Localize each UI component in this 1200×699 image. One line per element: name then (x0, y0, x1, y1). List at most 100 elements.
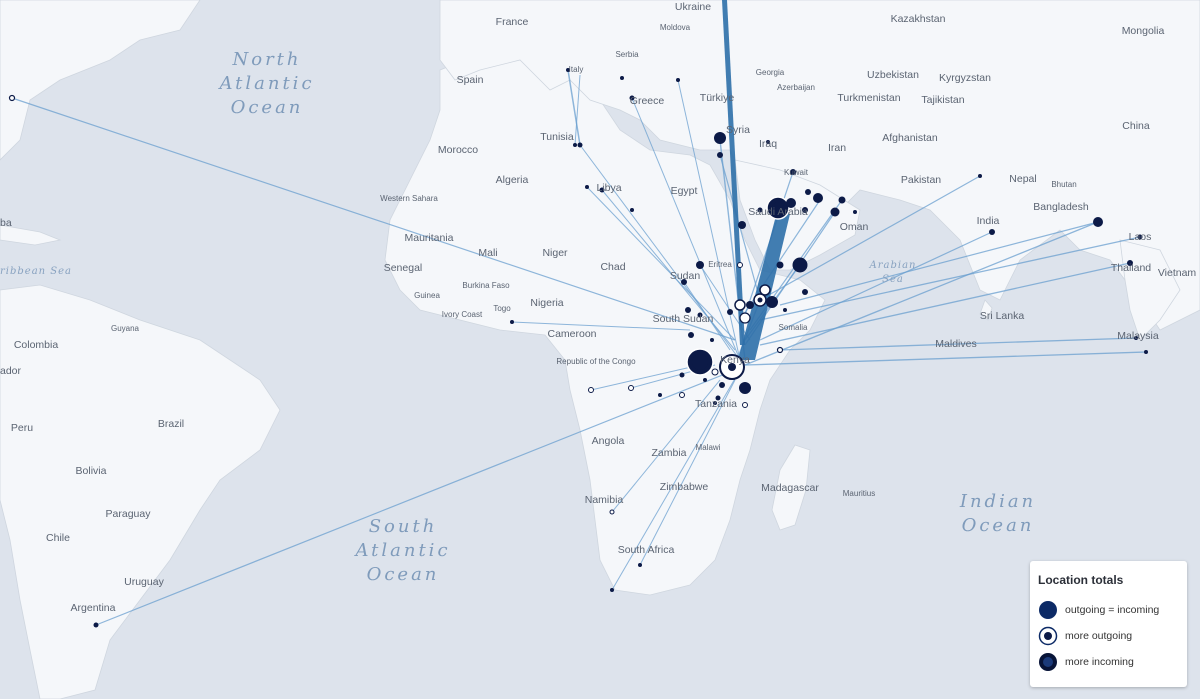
label-somalia: Somalia (779, 323, 808, 332)
label-indian-ocean-2: Ocean (962, 515, 1035, 536)
label-bangladesh: Bangladesh (1033, 201, 1089, 213)
label-kazakhstan: Kazakhstan (891, 13, 946, 25)
label-mauritius: Mauritius (843, 489, 875, 498)
label-colombia: Colombia (14, 339, 59, 351)
major-flows (722, 0, 790, 360)
label-arabian-sea-1: Arabian (869, 260, 917, 271)
label-chile: Chile (46, 532, 70, 544)
label-algeria: Algeria (496, 174, 529, 186)
legend-label-more-outgoing: more outgoing (1065, 630, 1133, 642)
label-guyana: Guyana (111, 324, 140, 333)
label-south-atlantic-ocean-2: Atlantic (353, 540, 450, 561)
label-sudan: Sudan (670, 270, 701, 282)
legend-label-equal: outgoing = incoming (1065, 604, 1160, 616)
label-bhutan: Bhutan (1051, 180, 1076, 189)
label-angola: Angola (592, 435, 625, 447)
label-sri-lanka: Sri Lanka (980, 310, 1025, 322)
label-ivory-coast: Ivory Coast (442, 310, 483, 319)
label-madagascar: Madagascar (761, 482, 819, 494)
label-kenya: Kenya (720, 354, 750, 366)
label-afghanistan: Afghanistan (882, 132, 938, 144)
label-south-atlantic-ocean-1: South (369, 516, 438, 537)
label-indian-ocean-1: Indian (959, 491, 1036, 512)
label-turkiye: Türkiye (700, 92, 735, 104)
label-togo: Togo (493, 304, 511, 313)
legend-item-equal: outgoing = incoming (1038, 600, 1183, 620)
label-kyrgyzstan: Kyrgyzstan (939, 72, 991, 84)
label-peru: Peru (11, 422, 33, 434)
label-paraguay: Paraguay (106, 508, 152, 520)
label-thailand: Thailand (1111, 262, 1151, 274)
label-cuba-partial: ba (0, 217, 12, 229)
label-bolivia: Bolivia (76, 465, 107, 477)
label-uruguay: Uruguay (124, 576, 164, 588)
label-kuwait: Kuwait (784, 168, 809, 177)
label-south-africa: South Africa (618, 544, 675, 556)
label-tanzania: Tanzania (695, 398, 737, 410)
label-burkina-faso: Burkina Faso (462, 281, 510, 290)
label-malaysia: Malaysia (1117, 330, 1159, 342)
label-oman: Oman (840, 221, 869, 233)
label-caribbean-sea: ribbean Sea (0, 266, 72, 277)
label-nigeria: Nigeria (530, 297, 563, 309)
label-georgia: Georgia (756, 68, 785, 77)
ocean-labels: North Atlantic Ocean South Atlantic Ocea… (0, 49, 1036, 585)
filled-circle-icon (1039, 601, 1057, 619)
label-iran: Iran (828, 142, 846, 154)
label-namibia: Namibia (585, 494, 624, 506)
label-spain: Spain (457, 74, 484, 86)
label-saudi-arabia: Saudi Arabia (748, 206, 808, 218)
label-north-atlantic-ocean-2: Atlantic (217, 73, 314, 94)
label-republic-of-the-congo: Republic of the Congo (556, 357, 636, 366)
label-vietnam: Vietnam (1158, 267, 1197, 279)
label-tunisia: Tunisia (540, 131, 574, 143)
label-north-atlantic-ocean-3: Ocean (231, 97, 304, 118)
label-syria: Syria (726, 124, 750, 136)
label-france: France (496, 16, 529, 28)
label-arabian-sea-2: Sea (882, 274, 904, 285)
label-serbia: Serbia (615, 50, 639, 59)
label-greece: Greece (630, 95, 665, 107)
label-south-atlantic-ocean-3: Ocean (367, 564, 440, 585)
ring-circle-icon (1038, 626, 1058, 646)
label-eritrea: Eritrea (708, 260, 732, 269)
dark-circle-icon (1039, 653, 1057, 671)
legend-item-more-incoming: more incoming (1038, 652, 1183, 672)
label-cameroon: Cameroon (547, 328, 596, 340)
legend-label-more-incoming: more incoming (1065, 656, 1134, 668)
label-malawi: Malawi (696, 443, 721, 452)
label-ukraine: Ukraine (675, 1, 711, 13)
label-china: China (1122, 120, 1150, 132)
label-nepal: Nepal (1009, 173, 1036, 185)
location-nodes[interactable] (8, 68, 1149, 628)
label-moldova: Moldova (660, 23, 691, 32)
label-laos: Laos (1129, 231, 1152, 243)
label-tajikistan: Tajikistan (921, 94, 964, 106)
flow-lines (11, 69, 1147, 626)
label-south-sudan: South Sudan (653, 313, 714, 325)
label-zambia: Zambia (651, 447, 686, 459)
label-egypt: Egypt (671, 185, 698, 197)
label-azerbaijan: Azerbaijan (777, 83, 815, 92)
label-mali: Mali (478, 247, 497, 259)
label-morocco: Morocco (438, 144, 478, 156)
label-italy: Italy (569, 65, 584, 74)
label-libya: Libya (596, 182, 621, 194)
label-brazil: Brazil (158, 418, 184, 430)
label-ecuador-partial: ador (0, 365, 22, 377)
label-pakistan: Pakistan (901, 174, 941, 186)
legend-item-more-outgoing: more outgoing (1038, 626, 1183, 646)
legend-panel: Location totals outgoing = incoming more… (1030, 561, 1187, 687)
label-turkmenistan: Turkmenistan (837, 92, 900, 104)
label-argentina: Argentina (71, 602, 116, 614)
country-labels: Ukraine Kazakhstan Mongolia France Moldo… (0, 1, 1196, 614)
label-uzbekistan: Uzbekistan (867, 69, 919, 81)
label-zimbabwe: Zimbabwe (660, 481, 709, 493)
label-mauritania: Mauritania (404, 232, 453, 244)
label-maldives: Maldives (935, 338, 976, 350)
label-india: India (977, 215, 1000, 227)
label-iraq: Iraq (759, 138, 777, 150)
label-guinea: Guinea (414, 291, 440, 300)
